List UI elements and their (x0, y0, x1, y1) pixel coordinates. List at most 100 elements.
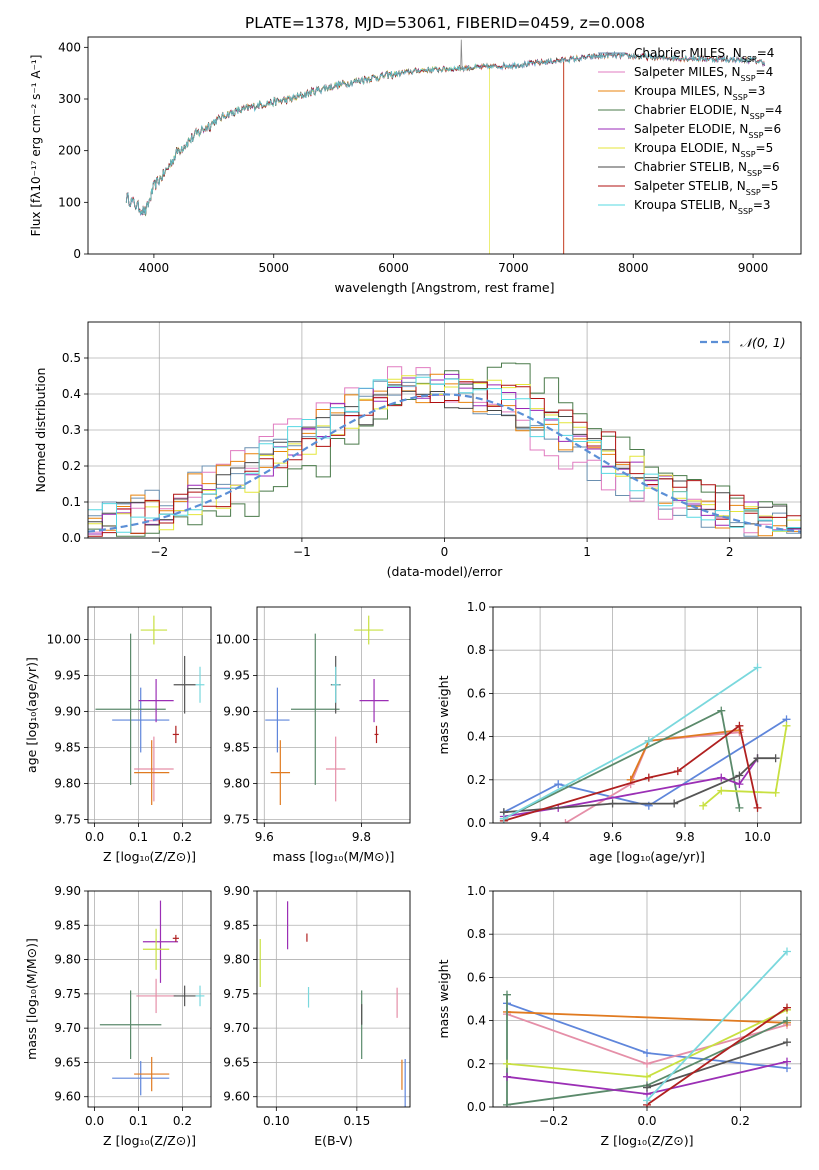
x-axis-label: Z [log₁₀(Z/Z⊙)] (103, 849, 196, 864)
x-tick-label: 0.0 (637, 1114, 656, 1128)
y-tick-label: 0.0 (467, 816, 486, 830)
y-tick-label: 9.95 (223, 668, 250, 682)
y-tick-label: 0.6 (467, 686, 486, 700)
weight-marker (753, 754, 762, 763)
legend-label: Kroupa ELODIE, NSSP=5 (634, 141, 773, 159)
x-tick-label: 8000 (618, 261, 649, 275)
legend-label: Kroupa MILES, NSSP=3 (634, 84, 765, 102)
y-tick-label: 10.00 (216, 632, 250, 646)
y-tick-label: 400 (58, 40, 81, 54)
axes-frame (256, 606, 411, 824)
x-axis-label: age [log₁₀(age/yr)] (589, 849, 705, 864)
weight-series (506, 994, 788, 1106)
y-tick-label: 9.60 (54, 1090, 81, 1104)
normal-curve (88, 393, 801, 533)
y-tick-label: 0.2 (467, 1057, 486, 1071)
weight-marker (717, 786, 726, 795)
weight-marker (753, 803, 762, 812)
weight-series (565, 731, 740, 823)
y-tick-label: 9.65 (54, 1055, 81, 1069)
panel-residuals: −2 −1 0 1 2 0.0 0.1 0.2 0.3 0.4 0.5 (data-model)/er… (33, 321, 802, 579)
weight-marker (783, 1057, 791, 1066)
plot-area (88, 362, 801, 537)
weight-marker (503, 1100, 511, 1107)
y-tick-label: 9.60 (223, 1090, 250, 1104)
panel-spectrum: 4000 5000 6000 7000 8000 9000 0 100 200 300 400 wav… (29, 36, 802, 295)
y-tick-label: 0.3 (62, 423, 81, 437)
y-tick-label: 0.2 (467, 773, 486, 787)
histogram-series (88, 362, 801, 537)
plot-area (503, 947, 791, 1107)
x-axis-label: mass [log₁₀(M/M⊙)] (273, 849, 395, 864)
y-axis-label: mass weight (436, 959, 451, 1038)
histogram-series (88, 381, 801, 537)
panel-weight-vs-Z: −0.2 0.0 0.2 0.0 0.2 0.4 0.6 0.8 1.0 Z [log₁₀(Z/Z… (436, 884, 802, 1148)
legend-label: Salpeter MILES, NSSP=4 (634, 65, 773, 83)
x-tick-label: 5000 (258, 261, 289, 275)
weight-marker (782, 721, 791, 730)
y-tick-label: 9.85 (54, 740, 81, 754)
plot-area (499, 663, 791, 823)
weight-series (646, 1041, 788, 1089)
axes-frame (492, 606, 802, 824)
y-tick-label: 9.75 (54, 987, 81, 1001)
y-tick-label: 0.0 (62, 531, 81, 545)
axes-frame (87, 36, 802, 255)
y-tick-label: 9.85 (223, 740, 250, 754)
y-tick-label: 0.6 (467, 970, 486, 984)
weight-marker (717, 706, 726, 715)
y-tick-label: 9.90 (223, 884, 250, 898)
axes-frame (256, 890, 411, 1108)
x-axis-label: wavelength [Angstrom, rest frame] (334, 280, 554, 295)
histogram-series (88, 376, 801, 533)
y-tick-label: 0.4 (467, 730, 486, 744)
x-tick-label: 0.2 (173, 1114, 192, 1128)
weight-marker (783, 1016, 791, 1025)
axes-frame (87, 606, 212, 824)
weight-series (503, 709, 741, 820)
panel-age-vs-mass: 9.6 9.8 9.75 9.80 9.85 9.90 9.95 10.00 mass [log… (216, 606, 411, 864)
y-tick-label: 9.75 (54, 812, 81, 826)
emission-line (460, 39, 463, 69)
weight-marker (783, 947, 791, 956)
y-axis-label: Flux [fλ10⁻¹⁷ erg cm⁻² s⁻¹ A⁻¹] (29, 55, 43, 237)
weight-marker (643, 1096, 651, 1105)
legend-label: Salpeter ELODIE, NSSP=6 (634, 122, 781, 140)
x-tick-label: 0.15 (343, 1114, 370, 1128)
axes-frame (87, 321, 802, 539)
x-tick-label: 9.6 (255, 830, 274, 844)
legend-label: Chabrier STELIB, NSSP=6 (634, 160, 780, 178)
y-tick-label: 9.90 (223, 704, 250, 718)
weight-marker (670, 799, 679, 808)
weight-marker (699, 801, 708, 810)
axes-frame (492, 890, 802, 1108)
y-tick-label: 9.85 (223, 918, 250, 932)
x-tick-label: 0.10 (263, 1114, 290, 1128)
weight-marker (554, 780, 563, 789)
weight-marker (499, 814, 508, 823)
weight-marker (608, 799, 617, 808)
y-tick-label: 1.0 (467, 600, 486, 614)
plot-area (99, 900, 205, 1096)
x-axis-label: Z [log₁₀(Z/Z⊙)] (103, 1133, 196, 1148)
y-axis-label: mass [log₁₀(M/M⊙)] (24, 938, 39, 1060)
x-tick-label: 9.6 (603, 830, 622, 844)
weight-marker (735, 803, 744, 812)
legend-label: Chabrier MILES, NSSP=4 (634, 46, 774, 64)
weight-marker (673, 767, 682, 776)
x-axis-label: Z [log₁₀(Z/Z⊙)] (601, 1133, 694, 1148)
y-tick-label: 0 (73, 247, 81, 261)
x-axis-label: (data-model)/error (387, 564, 504, 579)
y-tick-label: 9.80 (223, 776, 250, 790)
x-tick-label: 2 (726, 545, 734, 559)
legend-label: Kroupa STELIB, NSSP=3 (634, 198, 771, 216)
spectrum-series (145, 63, 490, 254)
weight-marker (771, 754, 780, 763)
y-tick-label: 9.70 (54, 1021, 81, 1035)
weight-marker (643, 1083, 651, 1092)
weight-marker (783, 1038, 791, 1047)
y-tick-label: 300 (58, 92, 81, 106)
weight-marker (735, 721, 744, 730)
